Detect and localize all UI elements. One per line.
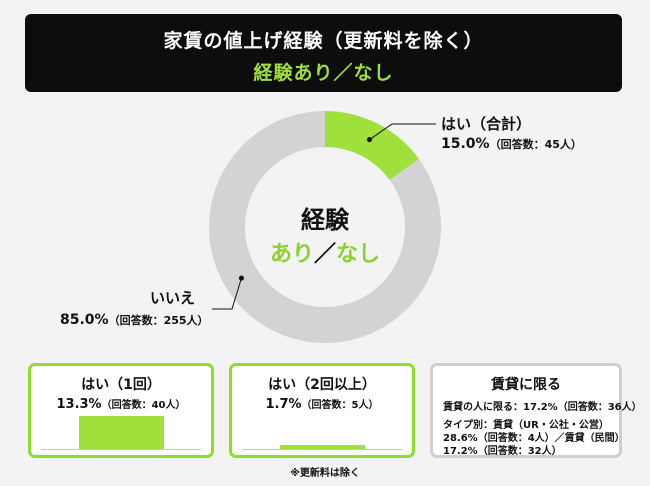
- donut-center-title: 経験: [301, 206, 349, 234]
- leader-line-no-dot: [238, 275, 244, 281]
- card-yes-once-title: はい（1回）: [81, 377, 161, 393]
- card-yes-once-count: （回答数：40人）: [101, 400, 186, 411]
- yes-count: （回答数：45人）: [489, 138, 582, 151]
- card-yes-once-baseline: [41, 449, 201, 450]
- leader-line-no: [212, 278, 242, 310]
- rent-line: タイプ別：賃貸（UR・公社・公営）: [443, 420, 609, 431]
- rent-line: 28.6%（回答数：4人）／賃貸（民間）: [443, 433, 625, 444]
- no-slice-value: 85.0%（回答数：255人）: [60, 312, 209, 328]
- leader-line-yes-dot: [366, 137, 372, 143]
- rent-line: 17.2%（回答数：32人）: [443, 446, 562, 457]
- card-rent-title: 賃貸に限る: [491, 377, 561, 393]
- card-yes-multiple-value: 1.7%（回答数：5人）: [232, 396, 412, 412]
- no-percent: 85.0%: [60, 312, 109, 328]
- footnote: ※更新料は除く: [290, 468, 360, 479]
- yes-percent: 15.0%: [441, 136, 490, 152]
- title-banner: 家賃の値上げ経験（更新料を除く） 経験あり／なし: [25, 14, 622, 92]
- card-yes-multiple-baseline: [242, 449, 402, 450]
- yes-slice-value: 15.0%（回答数：45人）: [441, 136, 582, 152]
- card-yes-multiple-title: はい（2回以上）: [268, 377, 376, 393]
- card-yes-once: はい（1回） 13.3%（回答数：40人）: [28, 363, 214, 458]
- card-yes-multiple-count: （回答数：5人）: [301, 400, 379, 411]
- center-yes-text: あり: [269, 242, 314, 267]
- donut-center-subtitle: あり／なし: [225, 236, 425, 268]
- donut-slice-yes: [325, 111, 419, 180]
- no-slice-label: いいえ: [150, 289, 196, 307]
- donut-slice-no: [208, 111, 441, 343]
- leader-line-yes: [369, 123, 436, 141]
- card-yes-once-bar: [78, 416, 164, 449]
- card-yes-once-percent: 13.3%: [56, 397, 102, 412]
- no-count: （回答数：255人）: [108, 314, 209, 327]
- center-no-text: なし: [336, 242, 381, 267]
- chart-subtitle: 経験あり／なし: [253, 62, 394, 84]
- card-yes-multiple: はい（2回以上） 1.7%（回答数：5人）: [229, 363, 415, 458]
- card-yes-once-value: 13.3%（回答数：40人）: [31, 396, 211, 412]
- yes-slice-label: はい（合計）: [441, 115, 532, 133]
- chart-title: 家賃の値上げ経験（更新料を除く）: [163, 30, 484, 52]
- rent-line: 賃貸の人に限る：17.2%（回答数：36人）: [443, 402, 642, 413]
- card-yes-multiple-bar: [279, 444, 365, 449]
- card-rent-only: 賃貸に限る 賃貸の人に限る：17.2%（回答数：36人） タイプ別：賃貸（UR・…: [430, 363, 642, 458]
- card-yes-multiple-percent: 1.7%: [265, 397, 302, 412]
- center-separator: ／: [313, 242, 336, 267]
